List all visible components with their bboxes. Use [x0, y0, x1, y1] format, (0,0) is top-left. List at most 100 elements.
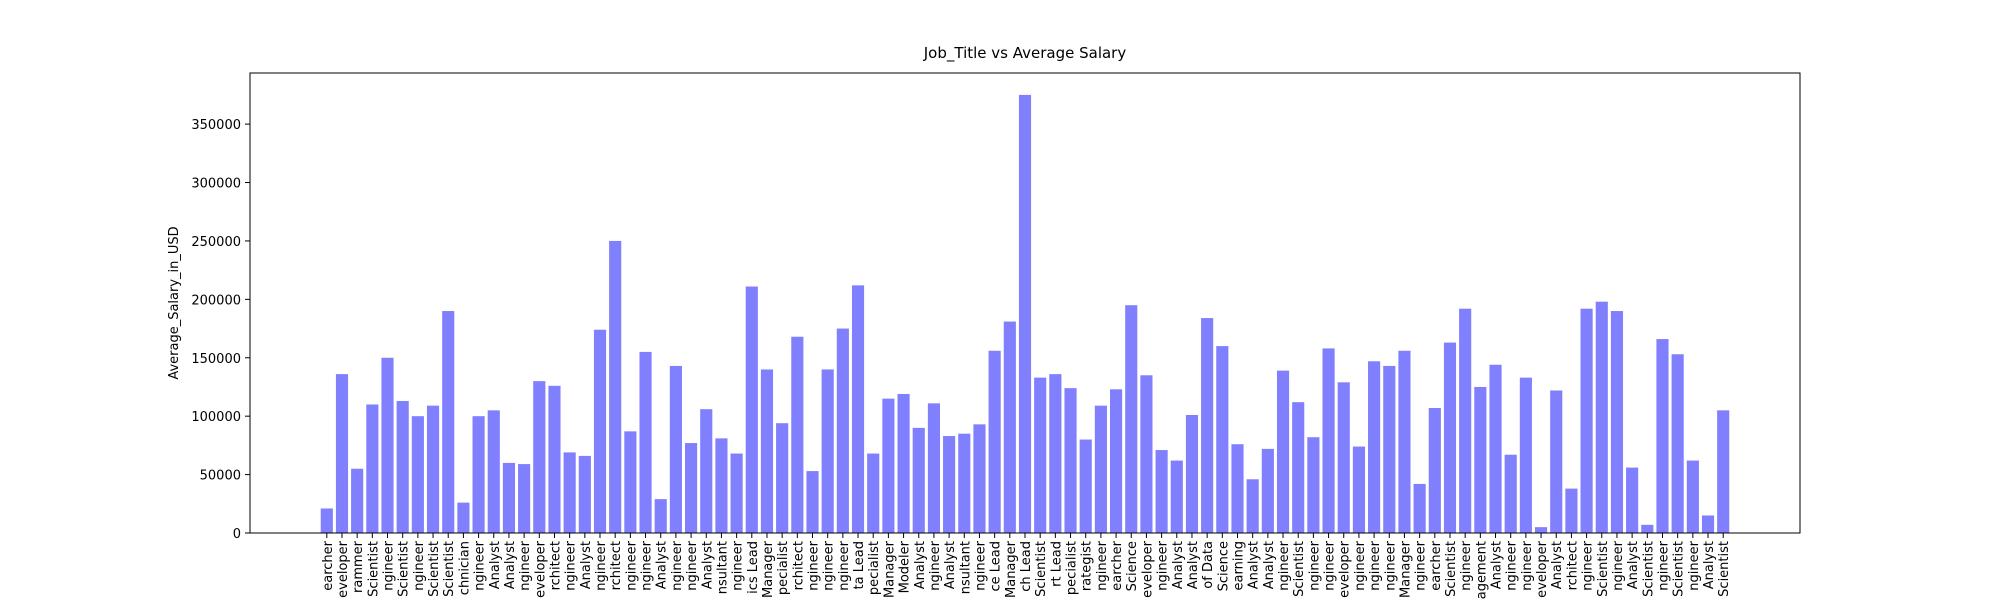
x-tick-label: ngineer	[1687, 540, 1702, 590]
x-tick-label: ngineer	[822, 540, 837, 590]
x-tick-label: Analyst	[503, 541, 518, 589]
bar	[563, 452, 576, 533]
y-tick-label: 350000	[191, 118, 241, 133]
x-tick-label: rategist	[1080, 541, 1095, 591]
y-tick-label: 200000	[191, 293, 241, 308]
x-tick-label: ngineer	[1581, 540, 1596, 590]
bar	[1216, 346, 1229, 533]
bar	[1109, 389, 1123, 533]
x-tick-label: Manager	[882, 540, 897, 598]
x-tick-label: rchitect	[609, 541, 624, 590]
x-tick-label: Analyst	[1626, 541, 1641, 589]
bar	[578, 455, 591, 533]
bar	[1201, 318, 1214, 533]
bar	[1626, 467, 1639, 533]
bar	[791, 336, 804, 533]
bar	[700, 409, 713, 533]
bar	[1018, 94, 1032, 534]
bar	[1428, 407, 1441, 533]
x-tick-label: Analyst	[1490, 541, 1505, 589]
y-tick-label: 300000	[191, 177, 241, 192]
x-tick-label: Analyst	[913, 541, 928, 589]
x-tick-label: ngineer	[1095, 540, 1110, 590]
bar	[685, 443, 698, 533]
x-tick-label: Analyst	[1550, 541, 1565, 589]
bar	[882, 398, 895, 533]
bar	[442, 311, 455, 533]
x-tick-label: ngineer	[1277, 540, 1292, 590]
bar	[806, 471, 819, 533]
x-tick-label: ngineer	[1520, 540, 1535, 590]
bar	[1610, 311, 1624, 533]
bar	[1443, 342, 1457, 533]
x-tick-label: eveloper	[1140, 540, 1155, 598]
x-tick-label: of Data	[1201, 541, 1216, 589]
bar	[821, 369, 834, 533]
x-tick-label: ngineer	[382, 540, 397, 590]
bar	[1337, 382, 1350, 533]
x-tick-label: Scientist	[1444, 541, 1459, 597]
bar	[1534, 527, 1548, 533]
x-tick-label: ngineer	[1414, 540, 1429, 590]
bar	[1261, 448, 1274, 533]
x-tick-label: eveloper	[533, 540, 548, 598]
x-tick-label: Scientist	[1034, 541, 1049, 597]
x-tick-label: ngineer	[1156, 540, 1171, 590]
bar	[1398, 350, 1411, 533]
bar	[1671, 354, 1684, 533]
x-tick-label: Analyst	[1702, 541, 1717, 589]
x-tick-label: Analyst	[488, 541, 503, 589]
bar	[1701, 515, 1715, 533]
bar	[1276, 370, 1290, 533]
bar	[654, 499, 667, 533]
x-tick-label: ngineer	[1611, 540, 1626, 590]
x-tick-label: ngineer	[731, 540, 746, 590]
y-axis-label: Average_Salary_in_USD	[167, 226, 182, 379]
bar	[927, 403, 941, 533]
x-tick-label: ngineer	[1505, 540, 1520, 590]
x-tick-label: Science	[1125, 541, 1140, 591]
y-tick-label: 150000	[191, 352, 241, 367]
bar	[851, 285, 865, 533]
x-tick-label: rchitect	[548, 541, 563, 590]
bar	[1368, 361, 1381, 533]
plot-frame	[249, 72, 1801, 534]
x-tick-label: rchitect	[791, 541, 806, 590]
bar	[320, 508, 333, 533]
x-tick-label: ce Lead	[989, 541, 1004, 592]
bar	[1185, 415, 1199, 533]
bar	[351, 468, 364, 533]
bar	[867, 453, 880, 533]
x-tick-label: ngineer	[1656, 540, 1671, 590]
x-tick-label: Analyst	[1262, 541, 1277, 589]
bar	[776, 423, 789, 533]
bar	[912, 427, 925, 533]
x-tick-label: eveloper	[336, 540, 351, 598]
x-tick-label: Scientist	[1292, 541, 1307, 597]
bar	[472, 416, 485, 533]
bar	[897, 393, 910, 533]
y-tick-label: 100000	[191, 410, 241, 425]
x-tick-label: Analyst	[579, 541, 594, 589]
bar	[1504, 454, 1517, 533]
bar	[1079, 439, 1092, 533]
y-tick-label: 50000	[200, 469, 241, 484]
bar	[639, 351, 652, 533]
bar	[426, 405, 440, 533]
bar	[1459, 308, 1472, 533]
x-tick-label: nsultant	[715, 541, 730, 594]
x-tick-label: rammer	[351, 540, 366, 593]
x-tick-label: eveloper	[1535, 540, 1550, 598]
y-tick-label: 250000	[191, 235, 241, 250]
bar	[1352, 446, 1365, 533]
x-tick-label: Scientist	[442, 541, 457, 597]
x-tick-label: Analyst	[1247, 541, 1262, 589]
bar	[1474, 386, 1487, 533]
x-tick-label: ngineer	[518, 540, 533, 590]
x-tick-label: ch Lead	[1019, 541, 1034, 592]
bar	[958, 433, 971, 533]
bar	[624, 431, 637, 533]
x-tick-label: rt Lead	[1049, 541, 1064, 587]
